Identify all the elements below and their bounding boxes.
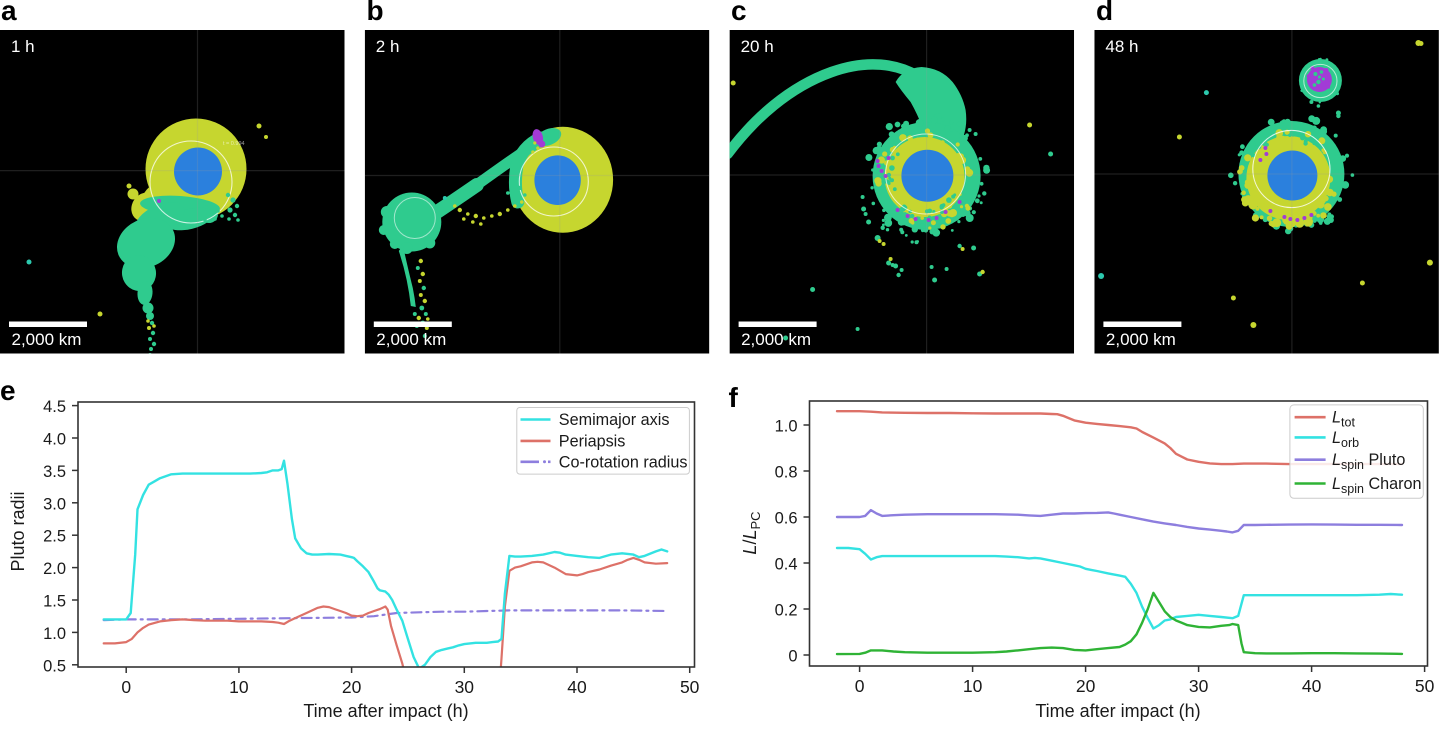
svg-text:Lorb: Lorb	[1332, 429, 1359, 450]
svg-text:40: 40	[1302, 676, 1322, 696]
svg-text:Lspin Charon: Lspin Charon	[1332, 475, 1422, 496]
svg-text:0.5: 0.5	[43, 657, 66, 675]
svg-text:Time after impact (h): Time after impact (h)	[303, 701, 468, 721]
svg-text:2 h: 2 h	[376, 37, 400, 56]
svg-text:0: 0	[855, 676, 865, 696]
svg-text:2,000 km: 2,000 km	[741, 330, 811, 349]
svg-text:a: a	[1, 0, 17, 26]
svg-text:0.4: 0.4	[775, 556, 798, 574]
svg-text:2.5: 2.5	[43, 528, 66, 546]
svg-text:4.0: 4.0	[43, 431, 66, 449]
svg-text:20: 20	[342, 677, 362, 697]
svg-text:Time after impact (h): Time after impact (h)	[1035, 701, 1200, 721]
svg-text:2,000 km: 2,000 km	[376, 330, 446, 349]
svg-text:2,000 km: 2,000 km	[12, 330, 82, 349]
svg-text:2.0: 2.0	[43, 560, 66, 578]
svg-text:0: 0	[788, 648, 797, 666]
svg-text:48 h: 48 h	[1105, 37, 1138, 56]
svg-text:2,000 km: 2,000 km	[1106, 330, 1176, 349]
svg-text:d: d	[1096, 0, 1113, 26]
svg-text:b: b	[367, 0, 384, 26]
svg-text:40: 40	[567, 677, 587, 697]
svg-text:10: 10	[963, 676, 983, 696]
svg-text:t = 0.994: t = 0.994	[223, 141, 245, 147]
svg-text:10: 10	[229, 677, 249, 697]
svg-text:e: e	[0, 375, 16, 406]
svg-text:0.6: 0.6	[775, 510, 798, 528]
svg-text:1.0: 1.0	[43, 625, 66, 643]
svg-text:20: 20	[1076, 676, 1096, 696]
svg-text:0.8: 0.8	[775, 464, 798, 482]
svg-text:0.2: 0.2	[775, 602, 798, 620]
svg-text:20 h: 20 h	[741, 37, 774, 56]
svg-text:30: 30	[455, 677, 475, 697]
svg-text:Semimajor axis: Semimajor axis	[559, 411, 670, 429]
svg-text:Periapsis: Periapsis	[559, 432, 626, 450]
svg-text:0: 0	[121, 677, 131, 697]
svg-text:1 h: 1 h	[11, 37, 35, 56]
svg-text:1.5: 1.5	[43, 593, 66, 611]
svg-text:f: f	[729, 382, 739, 413]
svg-text:50: 50	[680, 677, 700, 697]
svg-text:1.0: 1.0	[775, 418, 798, 436]
svg-text:Co-rotation radius: Co-rotation radius	[559, 453, 688, 471]
svg-text:30: 30	[1189, 676, 1209, 696]
svg-text:Lspin Pluto: Lspin Pluto	[1332, 451, 1405, 472]
svg-text:4.5: 4.5	[43, 398, 66, 416]
svg-text:3.0: 3.0	[43, 495, 66, 513]
svg-text:Pluto radii: Pluto radii	[8, 491, 28, 571]
svg-text:3.5: 3.5	[43, 463, 66, 481]
svg-text:Ltot: Ltot	[1332, 409, 1355, 430]
svg-text:c: c	[731, 0, 747, 26]
svg-text:50: 50	[1415, 676, 1435, 696]
